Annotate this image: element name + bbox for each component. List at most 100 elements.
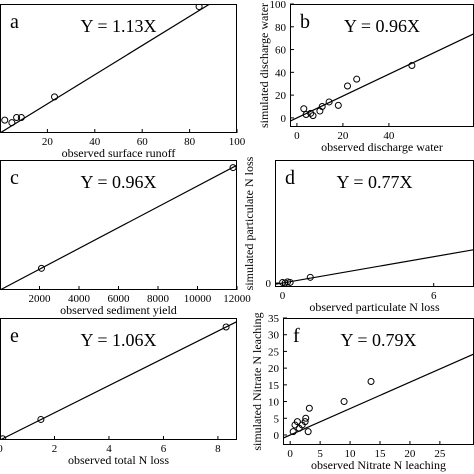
x-tick-label: 20 (404, 448, 416, 460)
point (51, 93, 59, 101)
x-tick-label: 0 (0, 443, 3, 455)
fit-line (290, 33, 474, 122)
fit-line (275, 249, 474, 285)
point (306, 273, 314, 281)
x-tick-label: 0 (280, 290, 286, 302)
x-tick-label: 0 (294, 130, 300, 142)
equation: Y = 1.06X (81, 330, 157, 350)
x-tick-label: 10 (345, 448, 357, 460)
x-tick-label: 100 (229, 136, 246, 148)
y-tick-label: 20 (268, 363, 280, 375)
x-tick-label: 40 (383, 130, 395, 142)
point (289, 428, 297, 436)
fit-line (0, 4, 211, 133)
y-tick-label: 60 (275, 45, 287, 57)
y-tick-label: 0 (281, 113, 287, 125)
y-tick-label: 5 (274, 413, 280, 425)
point (222, 323, 230, 331)
point (340, 398, 348, 406)
x-tick-label: 6 (161, 443, 167, 455)
x-axis-label: observed total N loss (68, 453, 169, 467)
point (37, 415, 45, 423)
point (344, 82, 351, 90)
point (309, 112, 317, 120)
point (305, 404, 313, 412)
x-tick-label: 6000 (108, 293, 131, 305)
equation: Y = 1.13X (81, 16, 157, 36)
y-tick-label: 35 (268, 313, 280, 325)
x-tick-label: 6 (431, 290, 437, 302)
point (302, 110, 310, 118)
plot-area (283, 353, 474, 439)
x-tick-label: 60 (137, 136, 149, 148)
x-axis-label: observed discharge water (321, 140, 443, 154)
point (13, 114, 21, 122)
point (318, 103, 326, 110)
x-tick-label: 15 (374, 448, 386, 460)
y-tick-label: 0 (266, 278, 272, 290)
point (286, 278, 294, 286)
x-axis-label: observed surface runoff (62, 146, 176, 160)
x-tick-label: 10000 (184, 293, 212, 305)
x-tick-label: 0 (287, 448, 293, 460)
x-tick-label: 25 (434, 448, 446, 460)
point (334, 101, 342, 109)
point (367, 378, 375, 385)
y-tick-label: 0 (274, 430, 280, 442)
equation: Y = 0.77X (337, 172, 413, 192)
equation: Y = 0.96X (344, 16, 420, 36)
point (300, 105, 308, 113)
fit-line (0, 321, 237, 440)
x-axis-label: observed Nitrate N leaching (311, 458, 446, 472)
x-tick-label: 4000 (68, 293, 91, 305)
x-tick-label: 80 (184, 136, 196, 148)
x-tick-label: 2 (52, 443, 58, 455)
y-axis-label: simulated Nitrate N leaching (250, 312, 264, 450)
plot-area (290, 33, 474, 122)
x-tick-label: 2000 (29, 293, 52, 305)
x-tick-label: 40 (89, 136, 101, 148)
plot-area (275, 249, 474, 287)
point (293, 418, 301, 426)
y-tick-label: 80 (275, 22, 287, 34)
point (284, 278, 292, 286)
plot-area (0, 4, 211, 133)
panel-label: b (300, 11, 310, 33)
x-tick-label: 8000 (147, 293, 170, 305)
point (408, 62, 416, 69)
equation: Y = 0.79X (341, 330, 417, 350)
point (325, 98, 333, 106)
point (353, 75, 361, 83)
point (1, 116, 9, 124)
point (307, 109, 315, 117)
point (302, 414, 310, 422)
fit-line (283, 353, 474, 439)
x-axis-label: observed sediment yield (60, 303, 177, 317)
y-tick-label: 40 (275, 67, 287, 79)
x-tick-label: 4 (106, 443, 112, 455)
panel-label: e (10, 325, 19, 347)
y-tick-label: 15 (268, 380, 280, 392)
x-tick-label: 5 (317, 448, 323, 460)
y-tick-label: 20 (275, 90, 287, 102)
y-tick-label: 30 (268, 330, 280, 342)
y-tick-label: 25 (268, 346, 280, 358)
plot-area (0, 321, 237, 440)
point (304, 428, 312, 436)
x-tick-label: 8 (215, 443, 221, 455)
plot-frame (0, 4, 237, 133)
panel-label: d (285, 167, 295, 189)
panel-label: a (10, 11, 19, 33)
y-axis-label: simulated discharge water (257, 3, 271, 128)
point (17, 114, 25, 122)
point (8, 119, 16, 127)
y-axis-label: simulated particulate N loss (242, 156, 256, 290)
point (37, 264, 45, 272)
plot-frame (0, 318, 237, 440)
x-axis-label: observed particulate N loss (309, 300, 440, 314)
x-tick-label: 20 (337, 130, 349, 142)
equation: Y = 0.96X (81, 172, 157, 192)
fit-line (0, 164, 237, 290)
y-tick-label: 10 (268, 397, 280, 409)
